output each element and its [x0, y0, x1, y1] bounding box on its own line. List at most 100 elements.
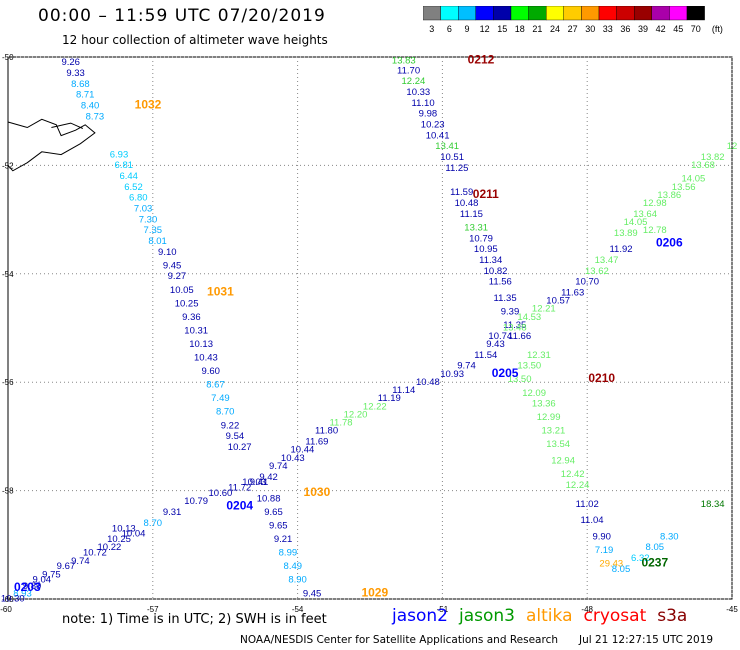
wave-height-label: 9.27	[168, 271, 187, 282]
wave-height-label: 9.54	[226, 431, 245, 442]
wave-height-label: 12.24	[402, 76, 426, 87]
falkland-coastline	[7, 118, 96, 172]
wave-height-label: 6.44	[119, 171, 138, 182]
pass-time-label: 0210	[588, 371, 615, 385]
wave-height-label: 10.04	[122, 529, 146, 540]
legend-label: 33	[603, 24, 613, 34]
wave-height-label: 10.79	[469, 233, 493, 244]
wave-height-label: 10.23	[421, 120, 445, 131]
legend-label: 9	[464, 24, 469, 34]
pass-time-label: 0206	[656, 236, 683, 250]
track-1032: 9.269.338.688.718.408.73 6.936.816.446.52…	[61, 57, 166, 247]
wave-height-label: 6.32	[631, 553, 650, 564]
satellite-jason3: jason3	[459, 606, 515, 626]
lon-tick-label: -45	[726, 605, 738, 614]
wave-height-label: 9.89	[23, 581, 42, 592]
page-title: 00:00 – 11:59 UTC 07/20/2019	[38, 6, 326, 26]
wave-height-label: 11.56	[489, 277, 512, 288]
wave-height-label: 13.83	[392, 56, 416, 67]
wave-height-label: 9.45	[163, 260, 182, 271]
color-scale-legend: 3 6 9 12 15 18 21 24 27 30 33 36 39 42 45 70 (ft)	[423, 6, 723, 34]
wave-height-label: 10.33	[406, 87, 430, 98]
wave-height-label: 8.30	[660, 531, 679, 542]
wave-height-label: 11.02	[576, 499, 599, 510]
wave-height-label: 14.05	[682, 174, 706, 185]
wave-height-label: 11.69	[305, 437, 328, 448]
legend-label: 39	[638, 24, 648, 34]
pass-time-label: 0211	[473, 187, 499, 201]
wave-height-label: 9.33	[66, 68, 85, 79]
coastline-detail	[51, 122, 84, 129]
wave-height-label: 10.27	[228, 442, 252, 453]
wave-height-label: 10.13	[112, 523, 136, 534]
wave-height-label: 9.65	[264, 507, 283, 518]
wave-height-label: 10.93	[440, 369, 464, 380]
wave-height-label: 12.24	[566, 480, 590, 491]
legend-label: 24	[550, 24, 560, 34]
legend-label: 42	[656, 24, 666, 34]
legend-swatch	[686, 6, 705, 21]
legend-label: (ft)	[712, 24, 723, 34]
wave-height-label: 10.48	[416, 377, 440, 388]
wave-height-label: 10.51	[440, 152, 464, 163]
wave-height-label: 13.50	[508, 374, 532, 385]
wave-height-label: 9.21	[274, 534, 293, 545]
wave-height-label: 13.21	[542, 426, 566, 437]
wave-height-label: 10.72	[83, 548, 107, 559]
wave-height-label: 13.62	[585, 266, 609, 277]
wave-height-label: 9.74	[71, 556, 90, 567]
satellite-jason2: jason2	[392, 606, 448, 626]
wave-height-label: 7.30	[139, 214, 158, 225]
wave-height-label: 8.49	[284, 561, 303, 572]
wave-height-label: 7.19	[595, 545, 614, 556]
footer-credit: NOAA/NESDIS Center for Satellite Applica…	[240, 634, 558, 646]
wave-height-label: 13.68	[691, 160, 715, 171]
wave-height-label: 10.22	[98, 542, 122, 553]
wave-height-label: 9.43	[486, 339, 505, 350]
wave-height-label: 9.36	[182, 312, 201, 323]
pass-time-label: 1032	[135, 98, 162, 112]
wave-height-label: 11.34	[479, 255, 502, 266]
satellite-cryosat: cryosat	[583, 606, 647, 626]
wave-height-label: 10.30	[1, 594, 25, 605]
wave-height-label: 12.22	[363, 401, 387, 412]
wave-height-label: 8.71	[76, 90, 95, 101]
wave-height-label: 6.80	[129, 193, 148, 204]
wave-height-label: 9.74	[457, 361, 476, 372]
track-1029: 1029	[361, 585, 388, 599]
satellite-altika: altika	[526, 606, 573, 626]
wave-height-label: 9.41	[250, 477, 269, 488]
wave-height-label: 10.25	[107, 534, 131, 545]
wave-height-label: 13.56	[672, 182, 696, 193]
legend-label: 15	[497, 24, 507, 34]
wave-height-label: 11.63	[561, 288, 584, 299]
wave-height-label: 9.42	[259, 472, 278, 483]
wave-height-label: 11.25	[445, 163, 468, 174]
wave-height-label: 12.20	[344, 409, 368, 420]
legend-label: 27	[568, 24, 578, 34]
wave-height-label: 12.42	[561, 469, 585, 480]
wave-height-label: 13.41	[435, 141, 459, 152]
footer-timestamp: Jul 21 12:27:15 UTC 2019	[579, 634, 714, 646]
lon-tick-label: -48	[581, 605, 593, 614]
legend-label: 12	[480, 24, 490, 34]
pass-time-label: 0203	[14, 580, 41, 594]
wave-height-label: 11.72	[228, 483, 251, 494]
legend-label: 45	[673, 24, 683, 34]
wave-height-label: 13.48	[503, 323, 527, 334]
wave-height-label: 8.68	[71, 79, 90, 90]
wave-height-label: 9.39	[501, 306, 520, 317]
lon-tick-label: -51	[437, 605, 449, 614]
wave-height-label: 8.90	[288, 575, 307, 586]
legend-label: 70	[691, 24, 701, 34]
wave-height-label: 12.94	[551, 456, 575, 467]
pass-time-label: 1031	[207, 285, 234, 299]
wave-height-label: 11.78	[329, 418, 352, 429]
lat-tick-label: -56	[2, 378, 14, 387]
legend-label: 3	[429, 24, 434, 34]
wave-height-label: 10.48	[455, 198, 479, 209]
wave-height-label: 11.04	[580, 515, 603, 526]
wave-height-label: 9.31	[163, 507, 182, 518]
